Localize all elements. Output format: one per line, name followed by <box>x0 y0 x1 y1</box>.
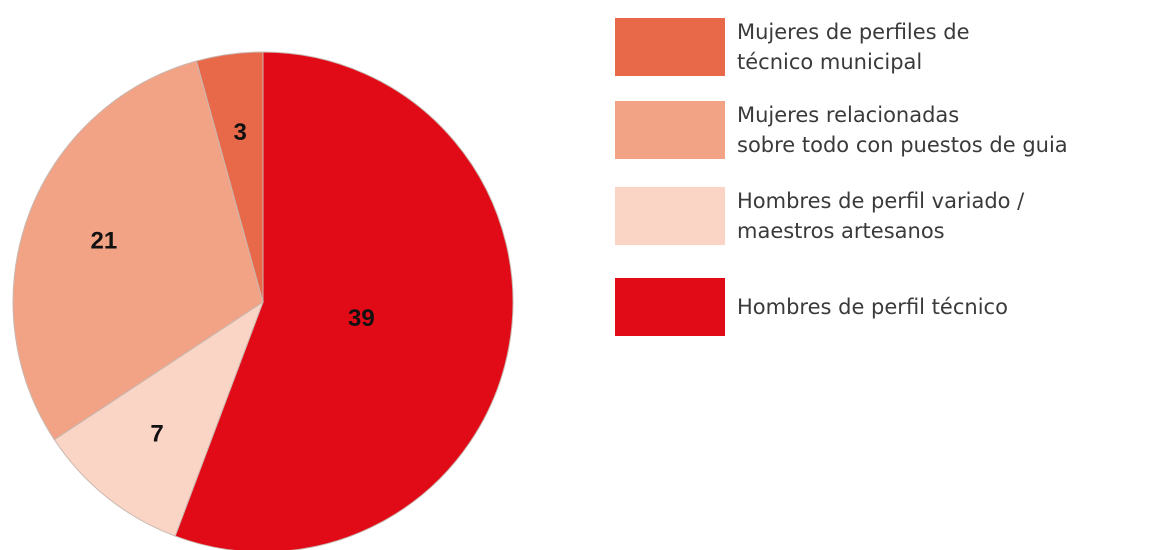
legend-label: Hombres de perfil técnico <box>737 295 1008 319</box>
chart: 39 7 21 3 <box>12 51 514 550</box>
legend-item: Mujeres de perfiles de técnico municipal <box>615 17 970 77</box>
pie-slice <box>12 60 264 441</box>
legend-label: Hombres de perfil variado / maestros art… <box>737 189 1025 243</box>
legend-label: Mujeres de perfiles de técnico municipal <box>737 20 970 74</box>
legend-label: Mujeres relacionadas sobre todo con pues… <box>737 103 1068 157</box>
legend-item: Mujeres relacionadas sobre todo con pues… <box>615 100 1068 160</box>
legend-swatch <box>615 18 725 76</box>
data-label: 21 <box>90 228 117 255</box>
data-label: 7 <box>150 420 163 447</box>
pie-slice <box>53 300 265 537</box>
pie-slice <box>195 51 264 303</box>
legend-swatch <box>615 187 725 245</box>
data-label: 3 <box>234 119 247 146</box>
legend-item: Hombres de perfil técnico <box>615 278 1008 336</box>
pie-slice <box>174 51 514 550</box>
data-label: 39 <box>348 305 375 332</box>
legend-swatch <box>615 278 725 336</box>
legend-swatch <box>615 101 725 159</box>
legend-item: Hombres de perfil variado / maestros art… <box>615 186 1024 246</box>
